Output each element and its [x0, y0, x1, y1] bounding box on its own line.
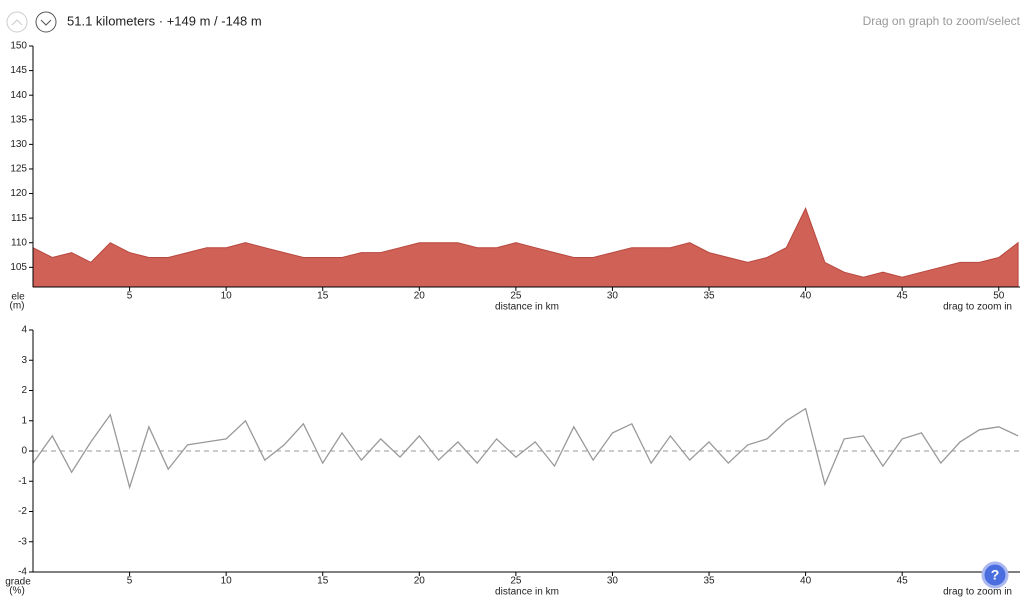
x-tick-label: 35	[703, 291, 715, 302]
x-tick-label: 20	[414, 576, 426, 587]
y-tick-label: 4	[21, 325, 27, 336]
y-tick-label: 120	[10, 188, 27, 199]
x-tick-label: 5	[127, 291, 133, 302]
x-axis-label: distance in km	[495, 302, 559, 313]
y-tick-label: -1	[18, 476, 27, 487]
y-tick-label: 135	[10, 114, 27, 125]
help-icon: ?	[991, 567, 1000, 583]
x-tick-label: 25	[510, 576, 522, 587]
zoom-hint: Drag on graph to zoom/select	[863, 14, 1021, 28]
y-axis-unit: (m)	[10, 301, 25, 312]
x-tick-label: 40	[800, 576, 812, 587]
x-tick-label: 10	[221, 291, 233, 302]
x-tick-label: 30	[607, 576, 619, 587]
y-tick-label: 130	[10, 139, 27, 150]
x-tick-label: 50	[993, 291, 1005, 302]
up-icon	[11, 19, 23, 26]
down-button[interactable]	[35, 11, 57, 33]
y-tick-label: 150	[10, 41, 27, 52]
x-tick-label: 15	[317, 576, 329, 587]
y-tick-label: 140	[10, 90, 27, 101]
x-tick-label: 25	[510, 291, 522, 302]
y-tick-label: 3	[21, 355, 27, 366]
x-tick-label: 40	[800, 291, 812, 302]
x-tick-label: 45	[897, 576, 909, 587]
summary: 51.1 kilometers · +149 m / -148 m	[67, 13, 262, 28]
grade-line	[32, 407, 1019, 490]
zoom-hint: drag to zoom in	[943, 302, 1012, 313]
y-axis-unit: (%)	[9, 586, 25, 597]
y-tick-label: -3	[18, 536, 27, 547]
elevation-area	[32, 207, 1019, 288]
y-tick-label: 0	[21, 446, 27, 457]
x-tick-label: 30	[607, 291, 619, 302]
y-axis-label: ele	[11, 292, 25, 303]
y-tick-label: -4	[18, 567, 27, 578]
x-tick-label: 10	[221, 576, 233, 587]
down-icon	[40, 19, 52, 26]
x-tick-label: 35	[703, 576, 715, 587]
y-tick-label: 110	[11, 237, 27, 248]
y-tick-label: 105	[10, 262, 27, 273]
y-tick-label: -2	[18, 506, 27, 517]
y-tick-label: 125	[10, 164, 27, 175]
help-button[interactable]	[981, 561, 1009, 589]
x-axis-label: distance in km	[495, 587, 559, 598]
up-button[interactable]	[6, 11, 28, 33]
y-axis-label: grade	[5, 577, 31, 588]
y-tick-label: 115	[11, 213, 27, 224]
y-tick-label: 145	[10, 65, 27, 76]
x-tick-label: 20	[414, 291, 426, 302]
y-tick-label: 1	[21, 415, 27, 426]
x-tick-label: 45	[897, 291, 909, 302]
x-tick-label: 15	[317, 291, 329, 302]
y-tick-label: 2	[21, 385, 27, 396]
zoom-hint: drag to zoom in	[943, 587, 1012, 598]
x-tick-label: 5	[127, 576, 133, 587]
